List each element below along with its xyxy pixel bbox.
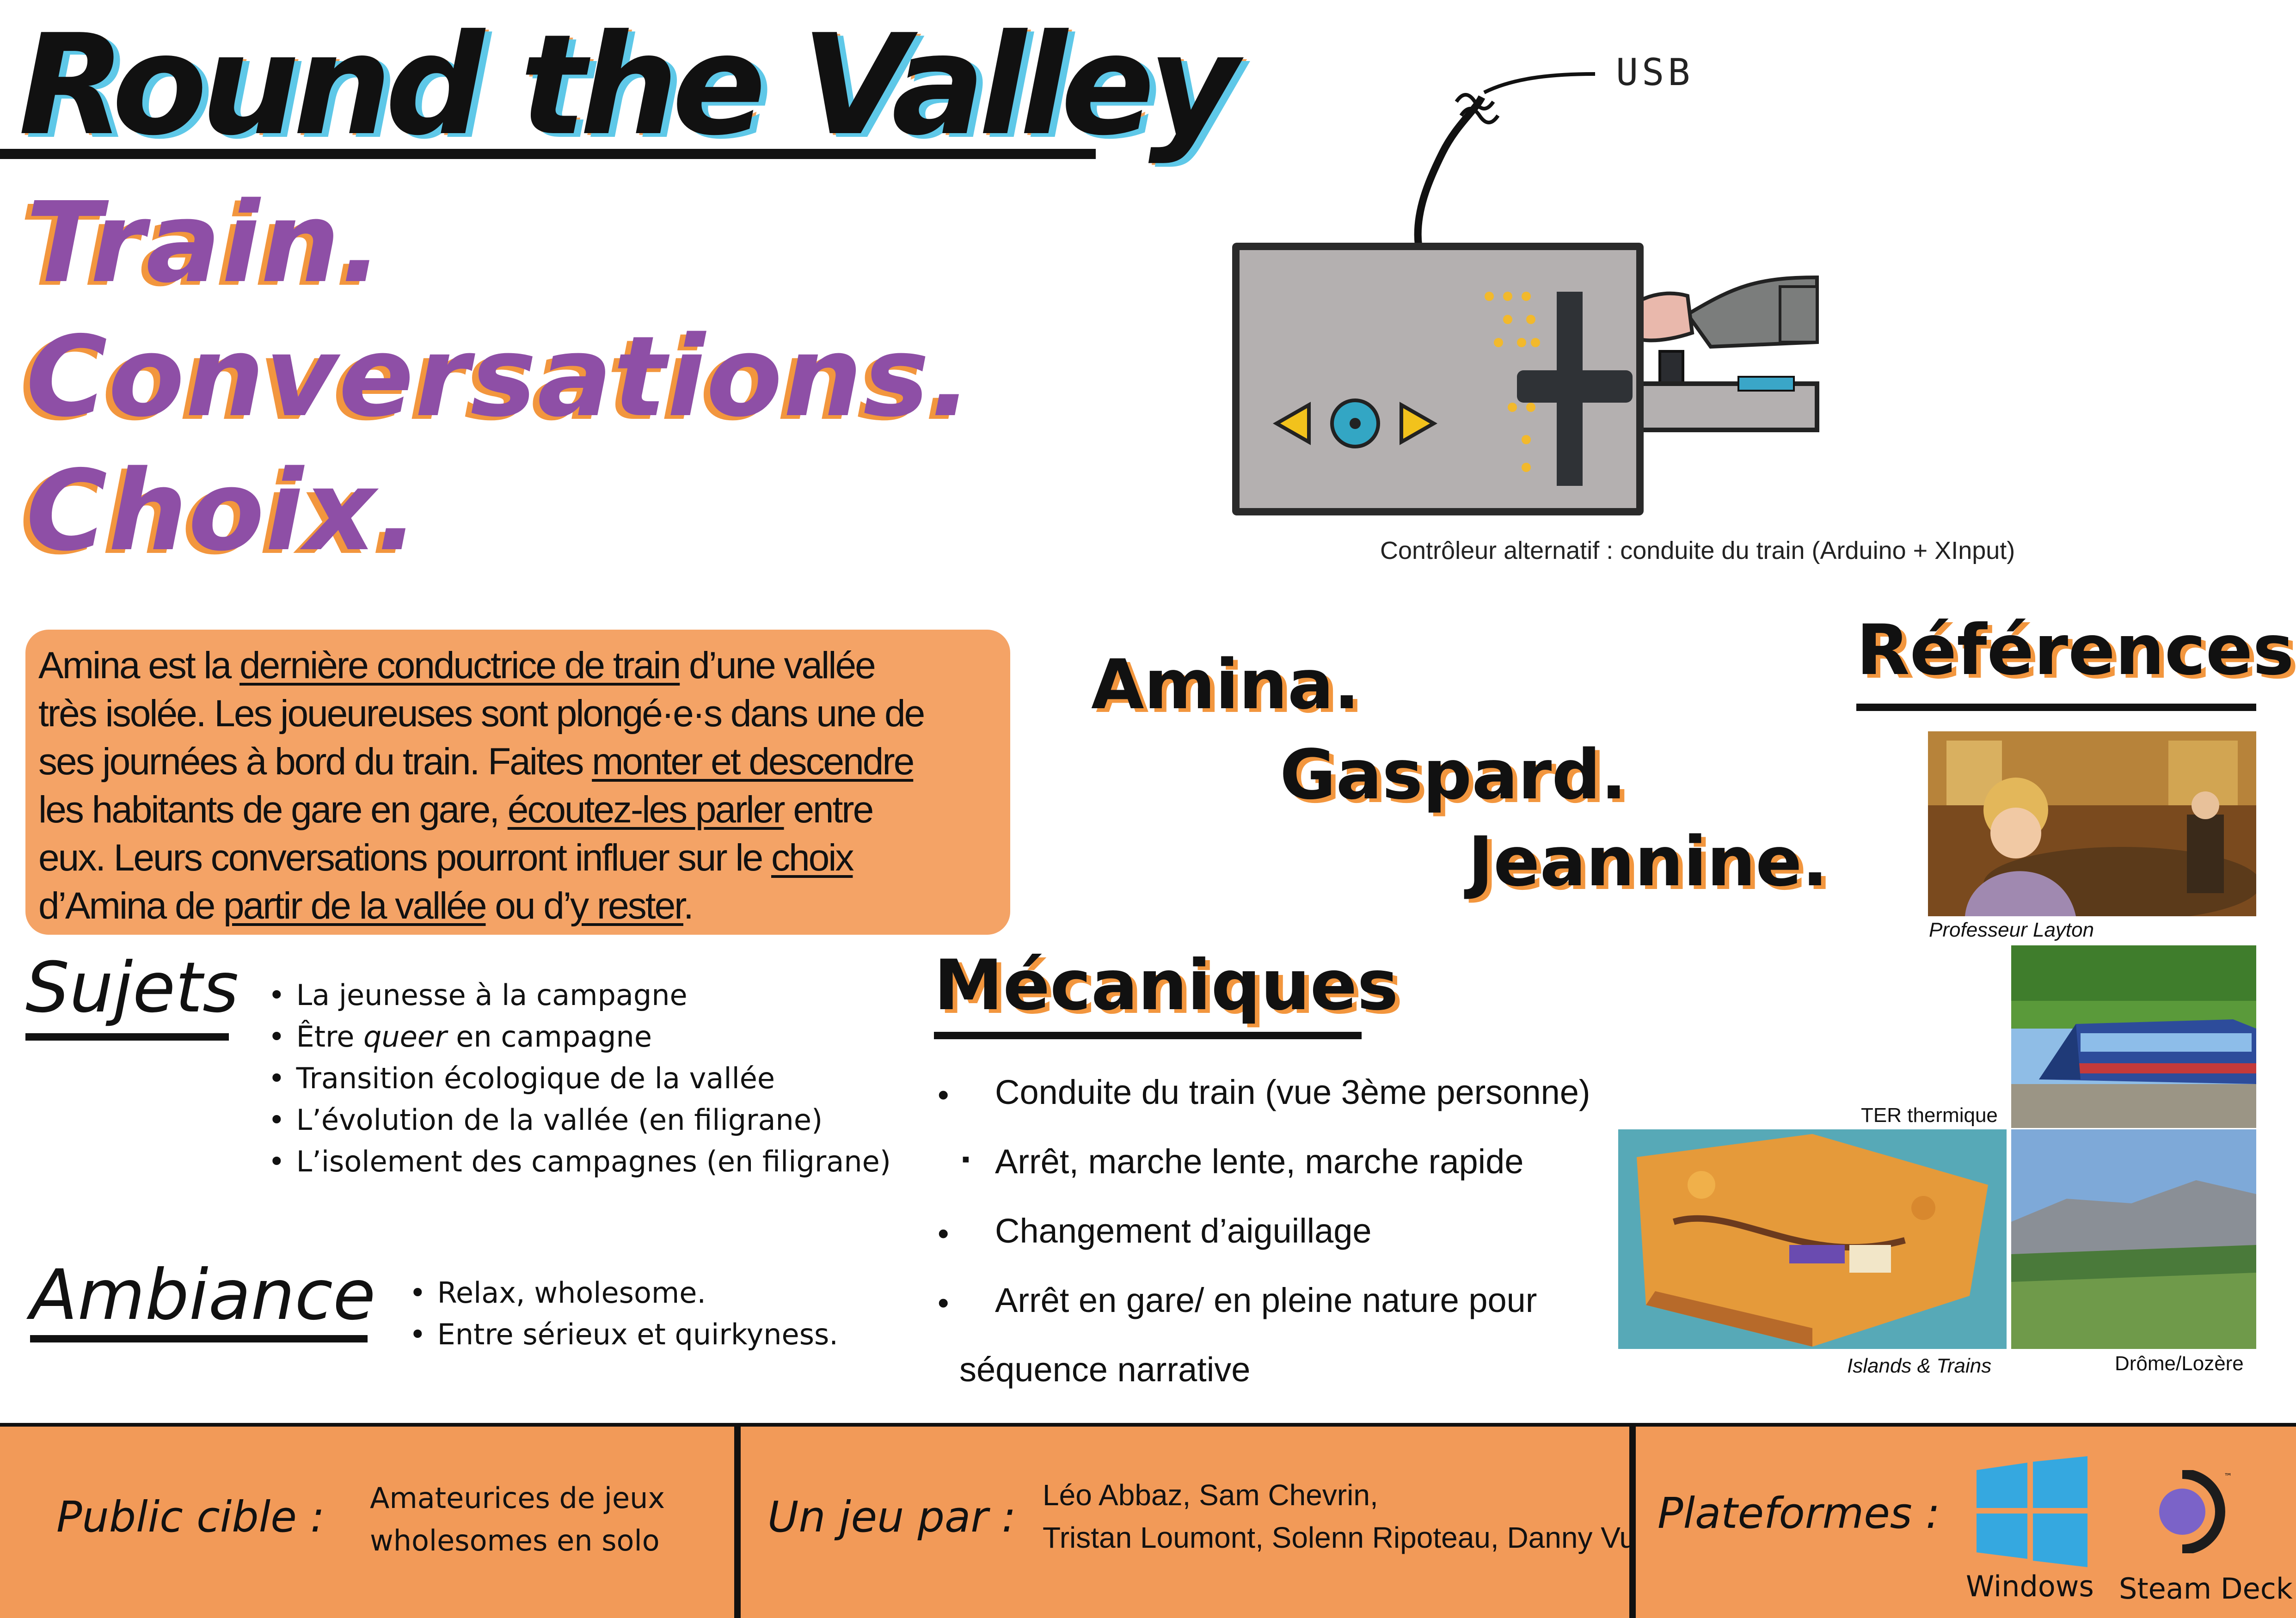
pitch-line-1: Amina est la dernière conductrice de tra… (38, 644, 876, 686)
pitch-line-6: d’Amina de partir de la vallée ou d’y re… (38, 885, 694, 927)
caption-islands-and-trains: Islands & Trains (1847, 1354, 1992, 1377)
professeur-layton-image (1928, 731, 2256, 916)
references-heading: Références (1856, 610, 2294, 691)
windows-logo-icon (1977, 1456, 2087, 1567)
sujets-list: La jeunesse à la campagne Être queer en … (268, 974, 891, 1183)
mechanic-item: Arrêt, marche lente, marche rapide (995, 1142, 1524, 1181)
pitch-line-3: ses journées à bord du train. Faites mon… (38, 741, 915, 783)
pitch-line-5: eux. Leurs conversations pourront influe… (38, 837, 854, 879)
windows-label: Windows (1966, 1569, 2094, 1603)
caption-drome-lozere: Drôme/Lozère (2115, 1352, 2244, 1375)
pitch-line-4: les habitants de gare en gare, écoutez-l… (38, 789, 874, 831)
led-dots (1485, 292, 1540, 472)
controller-face (1272, 292, 1633, 486)
svg-text:™: ™ (2224, 1472, 2232, 1482)
pitch-box: Amina est la dernière conductrice de tra… (25, 630, 1010, 935)
references-underline (1856, 704, 2256, 711)
mechanic-item: séquence narrative (959, 1350, 1251, 1389)
bullet: • (938, 1077, 949, 1113)
lever-handle (1517, 370, 1633, 403)
title-underline (0, 149, 1096, 159)
ambiance-list: Relax, wholesome. Entre sérieux et quirk… (409, 1272, 838, 1355)
footer-bar (0, 1423, 2296, 1618)
controller-caption: Contrôleur alternatif : conduite du trai… (1380, 537, 2015, 564)
mecaniques-underline (934, 1032, 1362, 1039)
mechanic-item: Arrêt en gare/ en pleine nature pour (995, 1281, 1537, 1319)
list-item: La jeunesse à la campagne (268, 974, 891, 1016)
usb-cable-icon (1414, 72, 1596, 245)
controller-box (1232, 243, 1644, 515)
footer-divider (734, 1423, 741, 1618)
sujets-heading: Sujets (25, 948, 239, 1028)
caption-ter-thermique: TER thermique (1861, 1104, 1998, 1127)
character-gaspard: Gaspard. (1280, 735, 1627, 815)
list-item: L’isolement des campagnes (en filigrane) (268, 1141, 891, 1183)
public-cible-value: Amateurices de jeux wholesomes en solo (370, 1481, 665, 1557)
un-jeu-par-label: Un jeu par : (767, 1492, 1016, 1542)
tagline-choix: Choix. (26, 446, 420, 576)
poster-title: Round the Valley (18, 5, 1239, 166)
steam-deck-logo-icon: ™ (2159, 1470, 2232, 1553)
tagline-train: Train. (26, 178, 384, 307)
ter-thermique-image (2011, 945, 2256, 1128)
mechanic-item: Conduite du train (vue 3ème personne) (995, 1073, 1590, 1111)
left-arrow-button (1272, 402, 1311, 445)
mecaniques-heading: Mécaniques (934, 945, 1399, 1026)
usb-label: USB (1616, 51, 1694, 94)
list-item: Entre sérieux et quirkyness. (409, 1314, 838, 1355)
mechanic-item: Changement d’aiguillage (995, 1212, 1372, 1250)
character-jeannine: Jeannine. (1468, 822, 1828, 901)
pitch-line-2: très isolée. Les joueureuses sont plongé… (38, 693, 925, 735)
footer-divider (1629, 1423, 1636, 1618)
character-amina: Amina. (1091, 645, 1360, 724)
plateformes-label: Plateformes : (1658, 1489, 1940, 1538)
list-item: L’évolution de la vallée (en filigrane) (268, 1099, 891, 1141)
sujets-underline (25, 1033, 229, 1041)
steam-deck-label: Steam Deck (2119, 1572, 2293, 1606)
drome-lozere-image (2011, 1129, 2256, 1349)
ambiance-underline (30, 1335, 368, 1342)
bullet: ▪ (962, 1146, 970, 1172)
public-cible-label: Public cible : (56, 1492, 325, 1542)
islands-and-trains-image (1618, 1129, 2007, 1349)
right-arrow-button (1400, 402, 1438, 445)
list-item: Transition écologique de la vallée (268, 1058, 891, 1099)
authors-value: Léo Abbaz, Sam Chevrin, Tristan Loumont,… (1043, 1478, 1636, 1554)
tagline-conversations: Conversations. (26, 312, 974, 441)
bullet: • (938, 1215, 949, 1251)
list-item: Être queer en campagne (268, 1016, 891, 1058)
ambiance-heading: Ambiance (30, 1255, 376, 1336)
caption-professeur-layton: Professeur Layton (1929, 919, 2094, 941)
list-item: Relax, wholesome. (409, 1272, 838, 1314)
bullet: • (938, 1285, 949, 1321)
